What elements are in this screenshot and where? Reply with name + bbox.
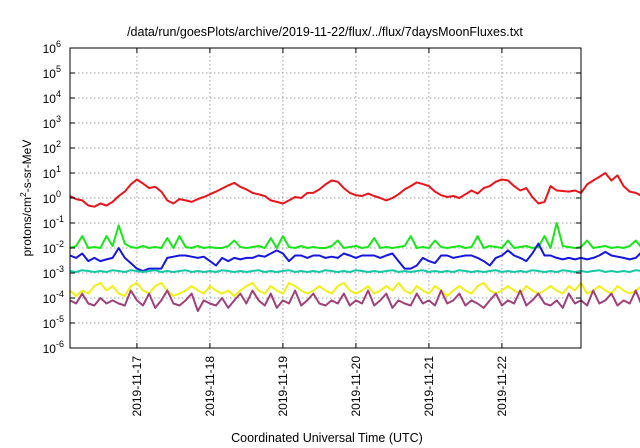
series-line <box>69 222 640 249</box>
y-tick-label: 105 <box>43 64 61 81</box>
x-tick-label: 2019-11-22 <box>495 356 509 417</box>
series-line <box>69 289 640 313</box>
y-tick-label: 103 <box>43 114 61 131</box>
x-tick-label: 2019-11-18 <box>203 356 217 417</box>
series-lines <box>69 172 640 313</box>
x-axis-ticks: 2019-11-17 2019-11-18 2019-11-19 2019-11-20… <box>130 48 509 417</box>
y-tick-label: 10-2 <box>43 239 64 256</box>
x-axis-label: Coordinated Universal Time (UTC) <box>231 431 423 445</box>
chart-title: /data/run/goesPlots/archive/2019-11-22/f… <box>127 25 523 39</box>
series-line <box>69 242 640 272</box>
series-line <box>69 172 640 208</box>
y-axis-ticks: 10-6 10-5 10-4 10-3 10-2 10-1 100 101 102 103 104 1… <box>43 39 581 356</box>
y-tick-label: 102 <box>43 139 61 156</box>
x-tick-label: 2019-11-19 <box>276 356 290 417</box>
y-tick-label: 10-3 <box>43 264 64 281</box>
y-tick-label: 106 <box>43 39 61 56</box>
y-axis-label: protons/cm2-s-sr-MeV <box>18 140 34 257</box>
y-tick-label: 101 <box>43 164 61 181</box>
y-tick-label: 10-5 <box>43 314 64 331</box>
series-line <box>69 269 640 273</box>
x-tick-label: 2019-11-17 <box>130 356 144 417</box>
y-tick-label: 10-4 <box>43 289 64 306</box>
x-tick-label: 2019-11-20 <box>349 356 363 417</box>
y-tick-label: 100 <box>43 189 61 206</box>
series-line <box>69 281 640 297</box>
y-tick-label: 10-6 <box>43 339 64 356</box>
x-tick-label: 2019-11-21 <box>422 356 436 417</box>
y-tick-label: 104 <box>43 89 61 106</box>
y-tick-label: 10-1 <box>43 214 64 231</box>
